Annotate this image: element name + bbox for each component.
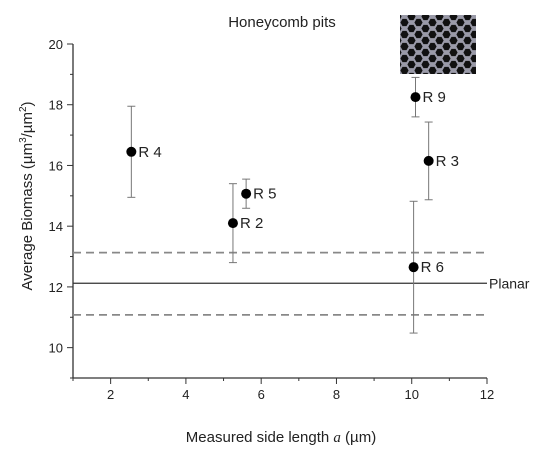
y-tick-label: 16 — [49, 158, 63, 173]
y-tick-label: 18 — [49, 98, 63, 113]
reference-label: Planar — [489, 275, 530, 291]
point-label: R 4 — [138, 144, 161, 161]
x-tick-label: 12 — [480, 387, 494, 402]
x-tick-label: 6 — [258, 387, 265, 402]
data-point — [423, 155, 434, 166]
x-tick-label: 2 — [107, 387, 114, 402]
y-tick-label: 12 — [49, 280, 63, 295]
point-label: R 9 — [422, 89, 445, 106]
y-tick-label: 14 — [49, 219, 63, 234]
x-tick-label: 4 — [182, 387, 189, 402]
y-tick-label: 20 — [49, 37, 63, 52]
point-label: R 6 — [421, 259, 444, 276]
x-tick-label: 8 — [333, 387, 340, 402]
data-point — [410, 92, 421, 103]
honeycomb-inset-image — [400, 15, 476, 74]
point-label: R 3 — [436, 153, 459, 170]
axes: 2 4 6 8 10 12 10 12 14 16 18 20 — [49, 37, 495, 402]
x-axis-label: Measured side length a (µm) — [186, 429, 376, 446]
data-point — [126, 146, 137, 157]
chart-title: Honeycomb pits — [228, 14, 336, 31]
reference-lines — [73, 251, 487, 316]
point-label: R 2 — [240, 215, 263, 232]
point-label: R 5 — [253, 186, 276, 203]
data-points: R 4 R 2 R 5 R 9 R 3 R 6 — [126, 76, 459, 334]
data-point — [227, 218, 238, 229]
y-tick-label: 10 — [49, 341, 63, 356]
data-point — [241, 188, 252, 199]
data-point — [408, 262, 419, 273]
y-axis-label: Average Biomass (µm3/µm2) — [18, 101, 36, 290]
x-tick-label: 10 — [404, 387, 418, 402]
